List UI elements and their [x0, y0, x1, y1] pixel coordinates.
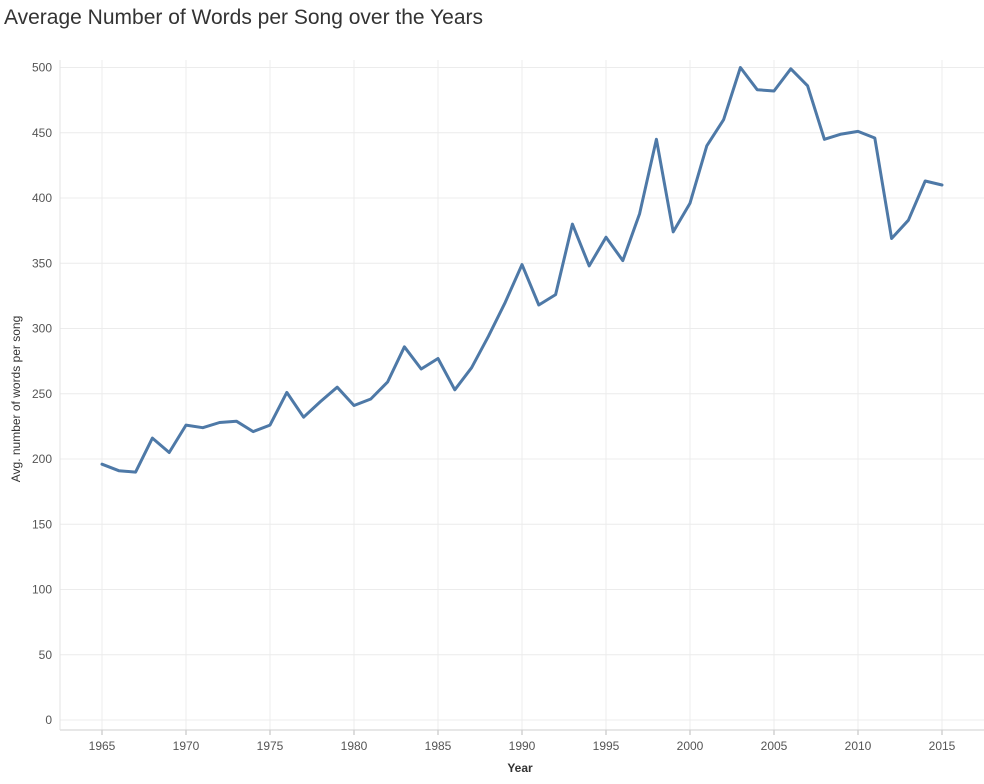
data-point — [773, 89, 776, 92]
data-point — [369, 397, 372, 400]
data-point — [269, 424, 272, 427]
grid-layer — [60, 60, 984, 730]
y-axis-title: Avg. number of words per song — [9, 316, 23, 483]
data-point — [151, 437, 154, 440]
data-point — [420, 367, 423, 370]
data-point — [437, 357, 440, 360]
y-tick-label: 250 — [32, 387, 52, 401]
data-point — [739, 66, 742, 69]
x-axis-title: Year — [507, 761, 533, 775]
x-tick-label: 2005 — [761, 739, 788, 753]
data-point — [806, 84, 809, 87]
data-point — [722, 118, 725, 121]
data-point — [554, 293, 557, 296]
data-point — [672, 230, 675, 233]
data-point — [571, 223, 574, 226]
data-point — [823, 138, 826, 141]
x-tick-label: 2000 — [677, 739, 704, 753]
y-tick-label: 50 — [39, 648, 53, 662]
data-point — [218, 421, 221, 424]
data-point — [705, 144, 708, 147]
data-point — [117, 469, 120, 472]
data-point — [907, 219, 910, 222]
x-tick-label: 2015 — [929, 739, 956, 753]
data-point — [638, 212, 641, 215]
x-tick-label: 1990 — [509, 739, 536, 753]
data-point — [353, 404, 356, 407]
data-point — [285, 391, 288, 394]
data-point — [689, 202, 692, 205]
data-point — [857, 130, 860, 133]
data-point — [235, 420, 238, 423]
x-tick-label: 1965 — [89, 739, 116, 753]
data-point — [453, 388, 456, 391]
data-point — [537, 304, 540, 307]
data-point — [521, 263, 524, 266]
data-point — [487, 335, 490, 338]
data-point — [252, 430, 255, 433]
x-tick-label: 2010 — [845, 739, 872, 753]
data-point — [789, 67, 792, 70]
y-tick-label: 350 — [32, 256, 52, 270]
x-tick-label: 1970 — [173, 739, 200, 753]
y-tick-label: 500 — [32, 61, 52, 75]
data-point — [201, 426, 204, 429]
y-tick-label: 150 — [32, 517, 52, 531]
data-point — [588, 264, 591, 267]
data-point — [134, 471, 137, 474]
data-point — [621, 259, 624, 262]
data-point — [386, 381, 389, 384]
series-layer — [100, 66, 944, 474]
y-tick-label: 400 — [32, 191, 52, 205]
series-line — [100, 66, 944, 474]
data-point — [840, 133, 843, 136]
chart-title: Average Number of Words per Song over th… — [4, 6, 484, 29]
data-point — [470, 366, 473, 369]
y-tick-label: 300 — [32, 322, 52, 336]
data-point — [941, 183, 944, 186]
data-point — [655, 138, 658, 141]
data-point — [605, 236, 608, 239]
x-tick-label: 1975 — [257, 739, 284, 753]
y-tick-label: 100 — [32, 583, 52, 597]
y-tick-label: 200 — [32, 452, 52, 466]
data-point — [319, 400, 322, 403]
data-point — [873, 136, 876, 139]
data-point — [924, 180, 927, 183]
data-point — [504, 301, 507, 304]
data-point — [302, 416, 305, 419]
data-point — [890, 237, 893, 240]
x-tick-label: 1980 — [341, 739, 368, 753]
data-point — [185, 424, 188, 427]
data-point — [336, 386, 339, 389]
data-point — [403, 345, 406, 348]
data-point — [168, 451, 171, 454]
x-tick-label: 1995 — [593, 739, 620, 753]
axis-layer: 0 50 100 150 200 250 300 350 400 450 500 1965 1970 19… — [32, 60, 984, 753]
y-tick-label: 450 — [32, 126, 52, 140]
x-tick-label: 1985 — [425, 739, 452, 753]
y-tick-label: 0 — [45, 713, 52, 727]
data-point — [756, 88, 759, 91]
data-point — [101, 463, 104, 466]
